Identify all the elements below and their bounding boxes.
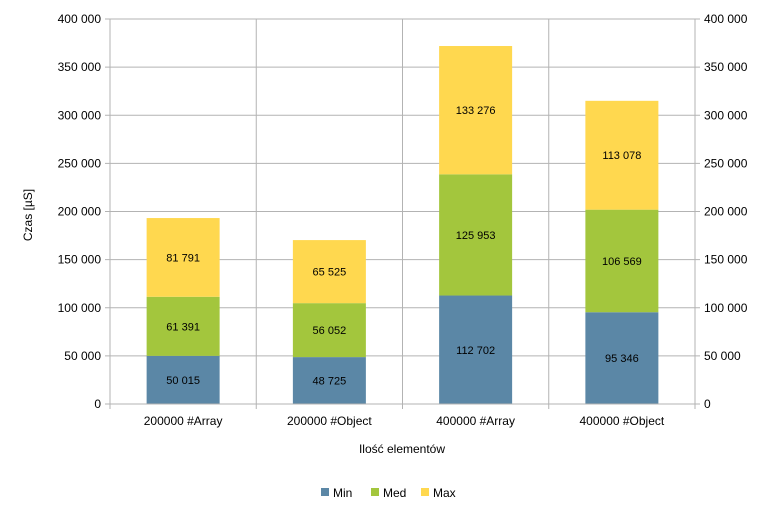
data-labels: 50 015 61 391 81 791 48 725 56 052 65 525 112 …	[166, 105, 641, 387]
y-tick-label-left: 200 000	[58, 205, 102, 219]
y-tick-label-left: 100 000	[58, 301, 102, 315]
y-tick-label-left: 350 000	[58, 60, 102, 74]
legend-swatch-min	[321, 488, 329, 496]
y-tick-label-right: 150 000	[704, 253, 748, 267]
bar-segment-med	[585, 209, 659, 313]
data-label: 113 078	[602, 150, 641, 162]
bar-segment-med	[292, 303, 366, 358]
legend-label-med: Med	[383, 486, 406, 500]
y-tick-label-right: 200 000	[704, 205, 748, 219]
bar-segment-max	[292, 240, 366, 304]
x-tick-label: 400000 #Array	[436, 414, 515, 428]
data-label: 106 569	[602, 256, 642, 268]
y-tick-label-right: 50 000	[704, 349, 741, 363]
y-tick-label-right: 250 000	[704, 156, 748, 170]
bar-segment-min	[585, 312, 659, 404]
legend-label-min: Min	[333, 486, 352, 500]
y-tick-label-left: 50 000	[64, 349, 101, 363]
y-tick-label-left: 300 000	[58, 108, 102, 122]
legend-swatch-max	[421, 488, 429, 496]
data-label: 81 791	[166, 252, 200, 264]
bar-segment-min	[292, 357, 366, 404]
x-tick-label: 200000 #Object	[287, 414, 372, 428]
data-label: 133 276	[456, 105, 496, 117]
legend: Min Med Max	[321, 486, 456, 500]
bar-segment-min	[439, 295, 513, 404]
data-label: 112 702	[456, 345, 495, 357]
y-tick-label-right: 100 000	[704, 301, 748, 315]
axes: 200000 #Array 200000 #Object 400000 #Array…	[58, 12, 748, 428]
y-tick-label-right: 350 000	[704, 60, 748, 74]
bar-segment-max	[585, 100, 659, 210]
y-tick-label-right: 400 000	[704, 12, 748, 26]
data-label: 125 953	[456, 230, 496, 242]
bar-segment-max	[146, 218, 220, 297]
y-tick-label-left: 0	[94, 397, 101, 411]
y-tick-label-right: 0	[704, 397, 711, 411]
bar-segment-max	[439, 46, 513, 175]
legend-swatch-med	[371, 488, 379, 496]
data-label: 50 015	[166, 375, 200, 387]
x-tick-label: 200000 #Array	[144, 414, 223, 428]
x-tick-label: 400000 #Object	[580, 414, 665, 428]
data-label: 56 052	[313, 325, 347, 337]
y-tick-label-left: 250 000	[58, 156, 102, 170]
data-label: 65 525	[313, 267, 347, 279]
y-tick-label-left: 150 000	[58, 253, 102, 267]
x-axis-title: Ilość elementów	[359, 442, 445, 456]
bars	[146, 46, 659, 404]
bar-segment-med	[146, 296, 220, 356]
data-label: 61 391	[166, 321, 200, 333]
legend-label-max: Max	[433, 486, 456, 500]
y-axis-title: Czas [µS]	[21, 189, 35, 241]
bar-segment-min	[146, 355, 220, 404]
data-label: 95 346	[605, 353, 639, 365]
y-tick-label-left: 400 000	[58, 12, 102, 26]
data-label: 48 725	[313, 376, 347, 388]
bar-segment-med	[439, 174, 513, 296]
y-tick-label-right: 300 000	[704, 108, 748, 122]
